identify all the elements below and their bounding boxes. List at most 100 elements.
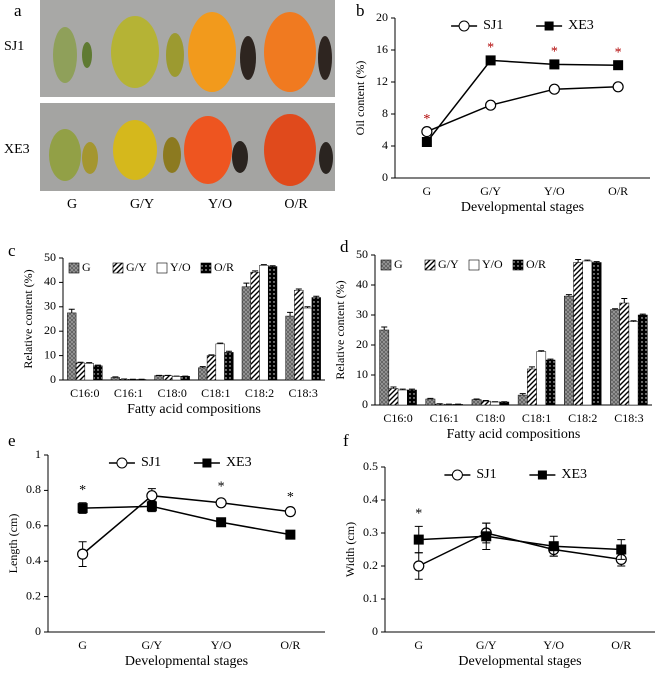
x-axis-title: Fatty acid compositions: [127, 402, 261, 417]
seed: [240, 36, 256, 80]
legend-label: SJ1: [141, 455, 161, 470]
bar: [545, 359, 556, 406]
error-bar: [473, 398, 480, 400]
marker: [413, 534, 424, 545]
x-axis-title: Developmental stages: [458, 654, 581, 669]
error-bar: [390, 386, 397, 389]
bar: [294, 289, 304, 381]
marker: [548, 83, 560, 95]
error-bar: [252, 270, 259, 273]
y-axis-title: Relative content (%): [333, 280, 347, 379]
bar: [499, 401, 510, 406]
legend-label: Y/O: [482, 257, 503, 271]
legend-label: G/Y: [126, 260, 147, 274]
y-tick-label: 0.6: [26, 518, 41, 532]
marker: [215, 497, 227, 509]
error-bar: [217, 342, 224, 344]
y-tick-label: 10: [44, 347, 56, 361]
fruit: [184, 116, 232, 184]
bar: [490, 401, 500, 406]
error-bar: [304, 306, 311, 309]
y-tick-label: 30: [356, 307, 368, 321]
y-tick-label: 4: [382, 138, 388, 152]
x-tick-label: C16:0: [383, 411, 412, 425]
y-tick-label: 8: [382, 106, 388, 120]
legend-swatch: [68, 262, 80, 274]
x-tick-label: Y/O: [544, 184, 565, 198]
error-bar: [287, 311, 294, 317]
legend-marker: [458, 20, 470, 32]
legend-label: SJ1: [476, 467, 496, 482]
column-label: G/Y: [130, 197, 154, 212]
seed: [319, 142, 333, 174]
significance: *: [423, 112, 430, 127]
error-bar: [575, 259, 582, 263]
error-bar: [427, 397, 434, 399]
y-tick-label: 0: [362, 397, 368, 411]
row-label: SJ1: [4, 39, 24, 54]
marker: [146, 501, 157, 512]
panel-label: e: [8, 431, 16, 450]
y-tick-label: 20: [356, 337, 368, 351]
bar: [206, 355, 217, 381]
bar: [425, 398, 436, 406]
marker: [77, 548, 89, 560]
legend-label: XE3: [568, 18, 594, 33]
panel-label: c: [8, 241, 16, 260]
error-bar: [538, 350, 545, 352]
fruit: [49, 129, 81, 181]
y-tick-label: 20: [44, 323, 56, 337]
y-axis-title: Relative content (%): [21, 269, 35, 368]
legend-label: XE3: [226, 455, 252, 470]
y-tick-label: 50: [356, 247, 368, 261]
column-label: Y/O: [208, 197, 232, 212]
error-bar: [519, 393, 526, 396]
bar: [241, 286, 252, 381]
y-tick-label: 0.3: [363, 525, 378, 539]
marker: [413, 560, 425, 572]
y-tick-label: 40: [356, 277, 368, 291]
x-tick-label: C18:3: [614, 411, 643, 425]
bar: [582, 260, 593, 406]
error-bar: [547, 358, 554, 360]
legend-marker: [451, 469, 463, 481]
legend-swatch: [380, 259, 392, 271]
x-tick-label: C16:1: [430, 411, 459, 425]
significance: *: [287, 490, 294, 505]
bar: [480, 400, 491, 406]
marker: [146, 490, 158, 502]
marker: [613, 60, 624, 71]
bar: [171, 376, 182, 381]
line: [82, 494, 291, 555]
error-bar: [399, 388, 406, 390]
marker: [421, 126, 433, 138]
error-bar: [208, 354, 215, 356]
bar: [610, 309, 620, 406]
error-bar: [112, 376, 119, 378]
bar: [302, 307, 313, 381]
bar: [637, 314, 648, 406]
bar: [407, 389, 417, 406]
marker: [612, 81, 624, 93]
significance: *: [218, 479, 225, 494]
x-tick-label: O/R: [608, 184, 628, 198]
significance: *: [551, 45, 558, 60]
y-tick-label: 10: [356, 367, 368, 381]
fruit: [188, 12, 236, 92]
bar: [259, 265, 269, 381]
x-tick-label: G: [78, 638, 87, 652]
y-tick-label: 50: [44, 250, 56, 264]
y-tick-label: 12: [376, 74, 388, 88]
error-bar: [68, 308, 75, 313]
bar: [163, 375, 173, 381]
error-bar: [639, 313, 646, 315]
column-label: O/R: [284, 197, 308, 212]
y-tick-label: 0.2: [363, 558, 378, 572]
bar: [180, 376, 190, 381]
column-label: G: [67, 197, 77, 212]
error-bar: [482, 400, 489, 402]
line: [426, 86, 619, 133]
x-tick-label: Y/O: [211, 638, 232, 652]
bar: [285, 315, 295, 381]
